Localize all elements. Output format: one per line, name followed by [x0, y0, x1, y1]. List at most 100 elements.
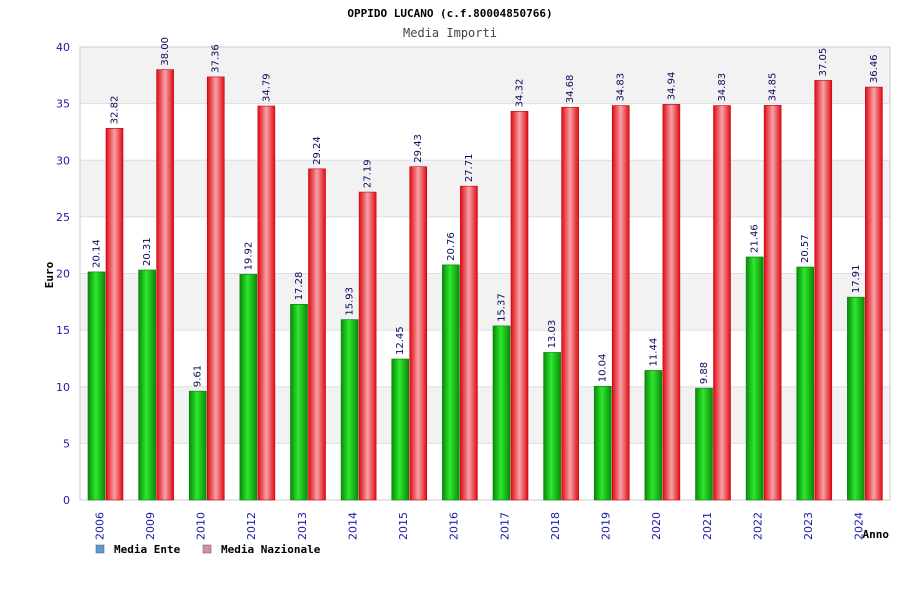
x-tick-label: 2024 — [853, 512, 866, 540]
data-label: 38.00 — [160, 37, 171, 66]
data-label: 34.83 — [717, 73, 728, 102]
data-label: 9.88 — [699, 362, 710, 384]
y-tick-label: 0 — [63, 494, 70, 507]
data-label: 20.14 — [92, 239, 103, 268]
x-tick-label: 2019 — [600, 512, 613, 540]
data-label: 20.31 — [142, 237, 153, 266]
bar-media-ente-2023 — [796, 266, 815, 501]
bar-media-nazionale-2021 — [713, 105, 731, 501]
bar-media-nazionale-2022 — [763, 105, 782, 501]
data-label: 34.79 — [261, 73, 272, 102]
bar-media-nazionale-2013 — [308, 168, 326, 501]
y-tick-label: 25 — [56, 211, 70, 224]
legend-swatch-media-ente — [95, 544, 105, 554]
bar-media-nazionale-2010 — [206, 76, 225, 501]
x-tick-label: 2015 — [397, 512, 410, 540]
data-label: 34.68 — [565, 75, 576, 104]
data-label: 19.92 — [243, 242, 254, 271]
legend-swatch-media-nazionale — [202, 544, 212, 554]
data-label: 37.05 — [818, 48, 829, 77]
bar-media-ente-2013 — [290, 304, 308, 501]
data-label: 34.85 — [768, 73, 779, 102]
bar-media-ente-2022 — [745, 256, 764, 501]
legend: Media Ente Media Nazionale — [95, 543, 321, 556]
chart-title: OPPIDO LUCANO (c.f.80004850766) — [347, 7, 552, 20]
bar-media-nazionale-2014 — [358, 191, 377, 501]
data-label: 15.93 — [345, 287, 356, 316]
x-axis: 2006 2009 2010 2012 2013 2014 2015 2016 2017 2018… — [93, 512, 865, 540]
data-label: 10.04 — [598, 354, 609, 383]
x-tick-label: 2016 — [448, 512, 461, 540]
bar-media-ente-2019 — [593, 385, 612, 501]
bar-media-ente-2020 — [644, 370, 663, 501]
data-label: 21.46 — [750, 224, 761, 253]
data-label: 34.83 — [616, 73, 627, 102]
bar-media-nazionale-2016 — [460, 185, 478, 501]
x-tick-label: 2009 — [144, 512, 157, 540]
data-label: 27.71 — [464, 154, 475, 183]
x-tick-label: 2021 — [701, 512, 714, 540]
data-label: 17.91 — [851, 265, 862, 294]
y-tick-label: 10 — [56, 381, 70, 394]
data-label: 34.32 — [515, 79, 526, 108]
bar-media-ente-2021 — [695, 387, 713, 501]
chart-subtitle: Media Importi — [403, 26, 497, 40]
data-label: 34.94 — [666, 72, 677, 101]
bar-media-ente-2017 — [492, 325, 511, 501]
x-tick-label: 2012 — [245, 512, 258, 540]
x-axis-label: Anno — [863, 528, 890, 541]
data-label: 17.28 — [294, 272, 305, 301]
y-tick-label: 35 — [56, 98, 70, 111]
bars: 20.14 20.31 9.61 19.92 17.28 15.93 12.45 20.76 1… — [87, 37, 883, 501]
bar-media-nazionale-2012 — [257, 105, 276, 501]
y-tick-label: 20 — [56, 268, 70, 281]
bar-media-nazionale-2006 — [105, 128, 124, 501]
data-label: 27.19 — [363, 159, 374, 188]
data-label: 15.37 — [497, 293, 508, 322]
x-tick-label: 2006 — [93, 512, 106, 540]
data-label: 32.82 — [110, 96, 121, 125]
x-tick-label: 2018 — [549, 512, 562, 540]
data-label: 11.44 — [648, 338, 659, 367]
bar-media-ente-2006 — [87, 271, 106, 501]
bar-media-nazionale-2019 — [611, 105, 630, 501]
bar-media-ente-2014 — [340, 319, 359, 501]
data-label: 20.57 — [800, 234, 811, 263]
y-axis: 0 5 10 15 20 25 30 35 40 — [56, 41, 70, 507]
bar-media-ente-2010 — [188, 390, 207, 501]
x-tick-label: 2014 — [346, 512, 359, 540]
x-tick-label: 2017 — [498, 512, 511, 540]
bar-media-nazionale-2017 — [510, 111, 529, 501]
bar-media-ente-2016 — [442, 264, 460, 501]
y-tick-label: 30 — [56, 154, 70, 167]
x-tick-label: 2023 — [802, 512, 815, 540]
data-label: 36.46 — [869, 54, 880, 83]
y-axis-label: Euro — [43, 261, 56, 288]
data-label: 29.24 — [312, 136, 323, 165]
bar-media-ente-2018 — [543, 352, 561, 501]
plot-frame — [79, 46, 891, 501]
legend-label-media-nazionale: Media Nazionale — [221, 543, 321, 556]
data-label: 29.43 — [413, 134, 424, 163]
data-label: 9.61 — [193, 365, 204, 387]
bar-media-ente-2024 — [847, 296, 865, 501]
x-tick-label: 2022 — [751, 512, 764, 540]
x-tick-label: 2013 — [296, 512, 309, 540]
bar-media-ente-2012 — [239, 274, 258, 501]
y-tick-label: 5 — [63, 437, 70, 450]
bar-media-ente-2009 — [138, 269, 156, 501]
data-label: 13.03 — [547, 320, 558, 349]
y-tick-label: 40 — [56, 41, 70, 54]
bar-media-nazionale-2009 — [156, 69, 174, 501]
data-label: 20.76 — [446, 232, 457, 261]
bar-media-nazionale-2015 — [409, 166, 428, 501]
bar-media-nazionale-2023 — [814, 80, 833, 501]
bar-media-ente-2015 — [391, 358, 410, 501]
bar-media-nazionale-2018 — [561, 106, 579, 501]
y-tick-label: 15 — [56, 324, 70, 337]
bar-media-nazionale-2024 — [865, 86, 883, 501]
legend-label-media-ente: Media Ente — [114, 543, 181, 556]
x-tick-label: 2010 — [195, 512, 208, 540]
data-label: 12.45 — [395, 326, 406, 355]
data-label: 37.36 — [211, 44, 222, 73]
